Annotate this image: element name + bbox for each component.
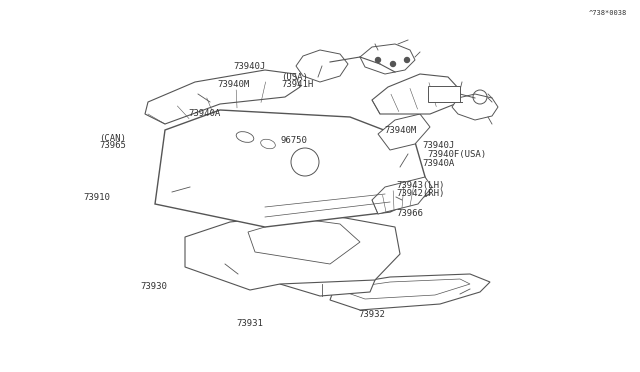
Polygon shape	[372, 177, 432, 214]
Polygon shape	[185, 197, 400, 290]
Polygon shape	[275, 272, 375, 296]
Polygon shape	[452, 94, 498, 120]
Text: 73940J: 73940J	[234, 62, 266, 71]
Polygon shape	[372, 74, 460, 114]
Polygon shape	[360, 44, 415, 74]
Circle shape	[404, 58, 410, 62]
Text: 73932: 73932	[358, 310, 385, 319]
Text: 73940M: 73940M	[384, 126, 416, 135]
Polygon shape	[345, 279, 470, 299]
Polygon shape	[248, 220, 360, 264]
Text: 73931: 73931	[236, 319, 263, 328]
Text: 96750: 96750	[281, 136, 308, 145]
Text: 73940A: 73940A	[189, 109, 221, 118]
Circle shape	[376, 58, 381, 62]
Polygon shape	[145, 70, 300, 124]
Text: 73943(LH): 73943(LH)	[397, 181, 445, 190]
Text: (CAN): (CAN)	[99, 134, 126, 143]
Text: 73965: 73965	[99, 141, 126, 150]
Polygon shape	[378, 114, 430, 150]
Text: ^738*0038: ^738*0038	[589, 10, 627, 16]
Text: 73910: 73910	[83, 193, 110, 202]
Text: 73940A: 73940A	[422, 159, 454, 168]
Text: 73930: 73930	[141, 282, 168, 291]
Polygon shape	[296, 50, 348, 82]
Text: 73941H: 73941H	[282, 80, 314, 89]
Text: 73966: 73966	[397, 209, 424, 218]
Circle shape	[390, 61, 396, 67]
Polygon shape	[155, 110, 430, 227]
FancyBboxPatch shape	[428, 86, 460, 102]
Text: 73940J: 73940J	[422, 141, 454, 150]
Text: (USA): (USA)	[282, 73, 308, 82]
Text: 73942(RH): 73942(RH)	[397, 189, 445, 198]
Text: 73940F(USA): 73940F(USA)	[428, 150, 486, 159]
Text: 73940M: 73940M	[218, 80, 250, 89]
Polygon shape	[330, 274, 490, 310]
